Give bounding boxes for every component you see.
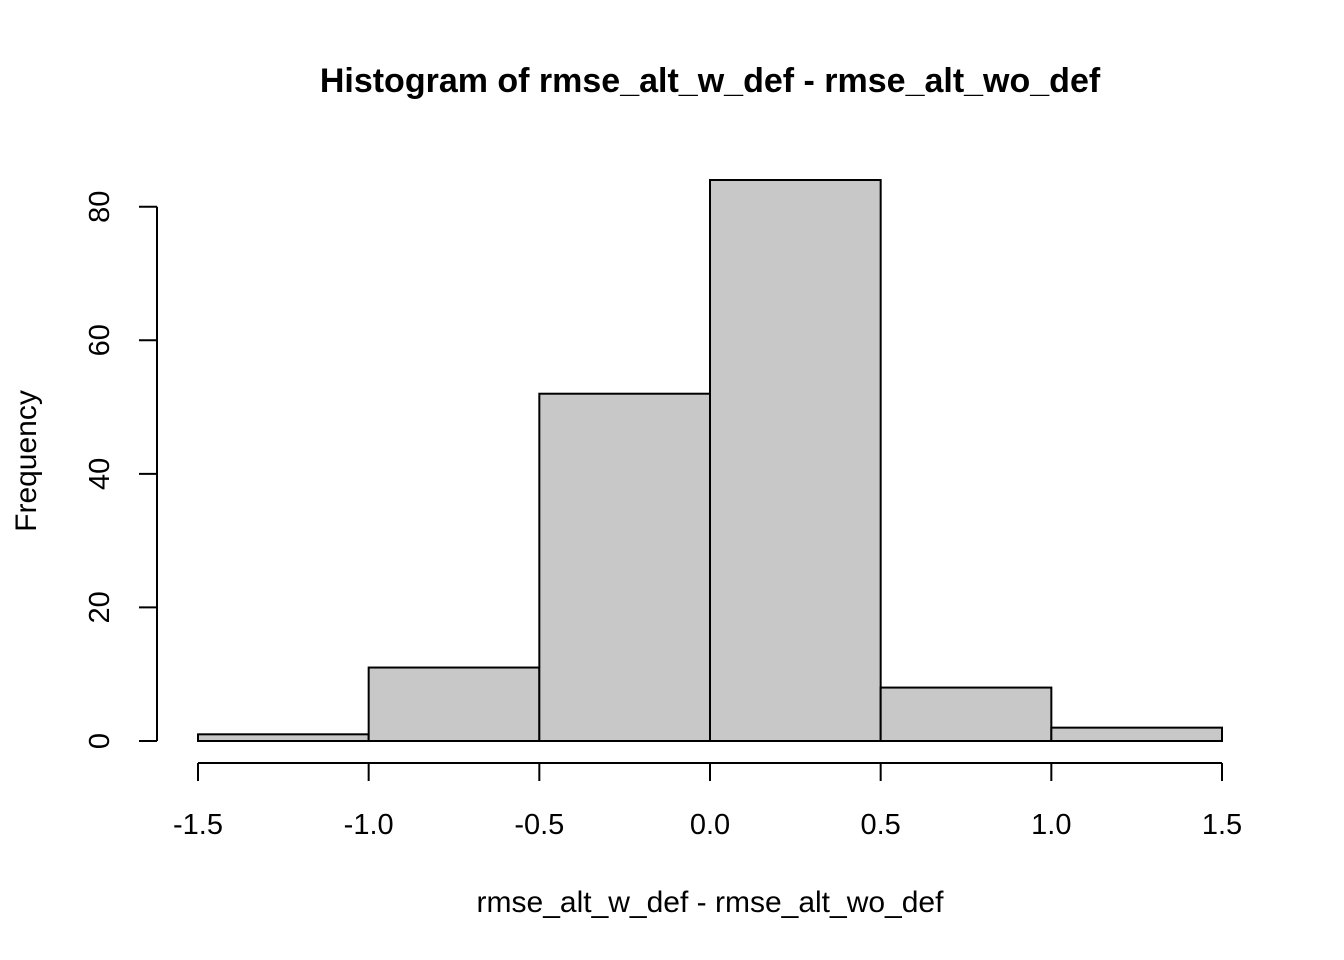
x-tick-label: 0.5 xyxy=(861,809,901,841)
x-axis-label: rmse_alt_w_def - rmse_alt_wo_def xyxy=(477,886,945,919)
y-tick-label: 0 xyxy=(84,733,116,749)
y-axis-label: Frequency xyxy=(10,390,43,532)
x-tick-label: 1.0 xyxy=(1031,809,1071,841)
x-tick-label: -1.0 xyxy=(344,809,394,841)
histogram-bar xyxy=(538,392,711,742)
x-tick-label: -1.5 xyxy=(173,809,223,841)
histogram-bar xyxy=(879,686,1053,742)
histogram-bar xyxy=(1050,726,1224,743)
x-tick-label: -0.5 xyxy=(514,809,564,841)
x-axis: -1.5 -1.0 -0.5 0.0 0.5 1.0 1.5 xyxy=(173,762,1242,841)
histogram-bar xyxy=(197,733,370,742)
y-tick-label: 60 xyxy=(84,324,116,356)
x-tick-label: 0.0 xyxy=(690,809,730,841)
histogram-bar xyxy=(367,666,541,742)
chart-title: Histogram of rmse_alt_w_def - rmse_alt_w… xyxy=(320,62,1101,100)
x-tick-label: 1.5 xyxy=(1202,809,1242,841)
histogram-bar xyxy=(709,179,882,742)
y-axis: 0 20 40 60 80 xyxy=(84,191,158,749)
y-tick-label: 80 xyxy=(84,191,116,223)
y-tick-label: 40 xyxy=(84,458,116,490)
y-tick-label: 20 xyxy=(84,591,116,623)
histogram-bars xyxy=(197,179,1224,743)
